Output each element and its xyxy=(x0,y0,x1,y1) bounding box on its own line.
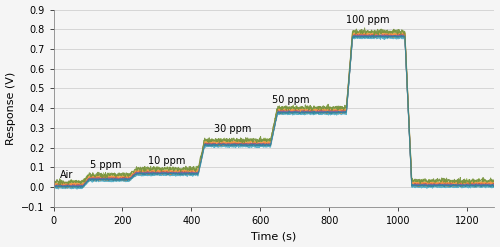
Text: 5 ppm: 5 ppm xyxy=(90,160,121,170)
Text: 10 ppm: 10 ppm xyxy=(148,156,186,166)
X-axis label: Time (s): Time (s) xyxy=(252,231,296,242)
Text: 100 ppm: 100 ppm xyxy=(346,15,389,25)
Text: Air: Air xyxy=(60,170,73,180)
Y-axis label: Response (V): Response (V) xyxy=(6,72,16,145)
Text: 50 ppm: 50 ppm xyxy=(272,95,310,105)
Text: 30 ppm: 30 ppm xyxy=(214,124,251,134)
